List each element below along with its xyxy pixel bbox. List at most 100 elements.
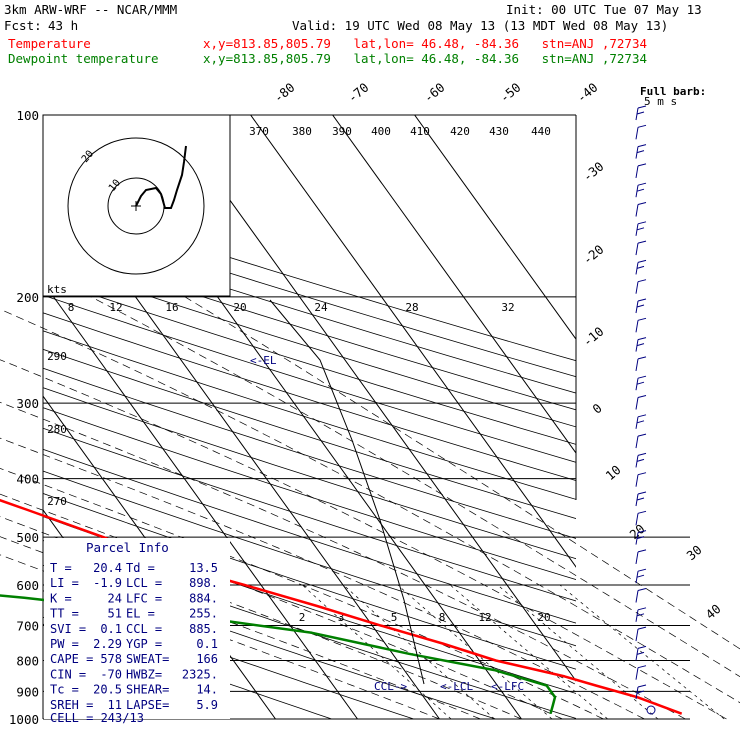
calm-wind-circle [646, 705, 656, 715]
forecast-label: Fcst: [4, 18, 42, 33]
wind-barb [635, 281, 639, 294]
parcel-info-value: -70 [100, 667, 122, 681]
parcel-info-value: SVI = [50, 622, 86, 636]
pressure-tick-label: 900 [16, 684, 39, 699]
wind-barb-flag [637, 356, 647, 360]
wind-barb-flag [637, 182, 647, 186]
level-annotation: <-EL [250, 354, 277, 367]
wind-barb-flag [637, 202, 647, 205]
pressure-tick-label: 700 [16, 618, 39, 633]
dry-adiabat-label: 290 [47, 350, 67, 363]
wind-barb-flag [637, 452, 647, 456]
isotherm-label: -50 [497, 80, 524, 106]
parcel-info-value: LFC = [126, 591, 162, 605]
dry-adiabat-line [43, 228, 576, 394]
hodograph-trace [135, 145, 187, 209]
parcel-info-value: TT = [50, 607, 79, 621]
isotherm-line [332, 115, 576, 454]
pressure-tick-label: 300 [16, 396, 39, 411]
parcel-info-value: 20.4 [93, 561, 122, 575]
init-time: Init: 00 UTC Tue 07 May 13 [506, 2, 702, 17]
wind-barb-flag [637, 433, 647, 437]
wind-barb-flag [636, 497, 645, 501]
dry-adiabat-line [43, 294, 576, 463]
dry-adiabat-label: 270 [47, 495, 67, 508]
wind-barb-flag [637, 665, 647, 669]
dry-adiabat-line [43, 470, 576, 647]
isotherm-line [414, 115, 576, 340]
temperature-location: x,y=813.85,805.79 lat,lon= 46.48, -84.36… [203, 36, 648, 51]
pressure-tick-label: 200 [16, 290, 39, 305]
wind-barb [635, 165, 639, 178]
parcel-info-value: 578 [100, 652, 122, 666]
wind-barbs [635, 105, 656, 715]
parcel-info-value: 884. [189, 591, 218, 605]
dry-adiabat-label: 380 [292, 125, 312, 138]
wind-barb-flag [636, 343, 645, 347]
forecast-hours: 43 h [48, 18, 79, 33]
model-title: 3km ARW-WRF -- NCAR/MMM [4, 2, 178, 17]
mixing-ratio-line [497, 584, 659, 720]
dry-adiabat-line [43, 330, 576, 500]
parcel-info-value: HWBZ= [126, 667, 162, 681]
dry-adiabat-line [43, 244, 576, 411]
hodograph-speed-label: 12 [109, 301, 122, 314]
parcel-info-value: 0.1 [100, 622, 122, 636]
wind-barb-flag [637, 279, 647, 283]
wind-barb-flag [636, 304, 645, 308]
wind-barb-flag [637, 588, 647, 591]
dry-adiabat-line [43, 312, 576, 481]
isotherm-line [168, 115, 576, 682]
parcel-info-value: 13.5 [189, 561, 218, 575]
isotherm-label: -80 [271, 80, 298, 106]
wind-barb [635, 629, 639, 642]
wind-barb-flag [637, 568, 647, 572]
full-barb-value: 5 m s [644, 95, 677, 108]
dry-adiabat-label: 400 [371, 125, 391, 138]
wind-barb-flag [637, 530, 647, 534]
parcel-info-value: 24 [108, 591, 122, 605]
mixing-ratio-label: 3 [338, 611, 345, 624]
dry-adiabat-line [43, 427, 576, 602]
wind-barb-flag [637, 317, 647, 321]
wind-barb [635, 243, 639, 256]
wind-barb [635, 397, 639, 410]
parcel-info-value: SWEAT= [126, 652, 169, 666]
parcel-info-value: Td = [126, 561, 155, 575]
dry-adiabat-label: 440 [531, 125, 551, 138]
parcel-info-value: -1.9 [93, 576, 122, 590]
wind-barb-flag [637, 607, 647, 611]
wind-barb-flag [637, 375, 647, 379]
dry-adiabat-line [43, 448, 576, 624]
wind-barb-flag [637, 124, 647, 128]
isotherm-line [43, 281, 358, 719]
parcel-info-panel: Parcel Info T = 20.4 Td = 13.5 LI = -1.9 LCL =… [44, 538, 230, 725]
wind-barb-flag [637, 259, 647, 263]
parcel-info-value: 51 [108, 607, 122, 621]
dry-adiabat-label: 280 [47, 423, 67, 436]
wind-barb-flag [637, 491, 647, 495]
level-annotation: CCL-> [374, 680, 407, 693]
moist-adiabat-line [0, 493, 563, 720]
isotherm-label: 10 [603, 462, 624, 483]
wind-barb-flag [636, 265, 645, 269]
mixing-ratio-label: 20 [537, 611, 550, 624]
parcel-info-value: LAPSE= [126, 698, 169, 712]
pressure-tick-label: 800 [16, 653, 39, 668]
wind-barb-flag [637, 414, 647, 418]
cell-motion: CELL = 243/13 [50, 711, 144, 725]
hodograph-speed-label: 8 [68, 301, 75, 314]
dewpoint-location: x,y=813.85,805.79 lat,lon= 46.48, -84.36… [203, 51, 648, 66]
parcel-info-value: T = [50, 561, 72, 575]
wind-barb [635, 358, 639, 371]
parcel-info-value: 5.9 [196, 698, 218, 712]
parcel-path-line [269, 299, 425, 685]
moist-adiabat-line [0, 437, 645, 720]
mixing-ratio-label: 8 [439, 611, 446, 624]
wind-barb-flag [637, 510, 647, 514]
mixing-ratio-label: 2 [299, 611, 306, 624]
wind-barb-flag [637, 337, 647, 341]
mixing-ratio-label: 12 [478, 611, 491, 624]
wind-barb-flag [637, 240, 647, 244]
parcel-info-value: EL = [126, 607, 155, 621]
